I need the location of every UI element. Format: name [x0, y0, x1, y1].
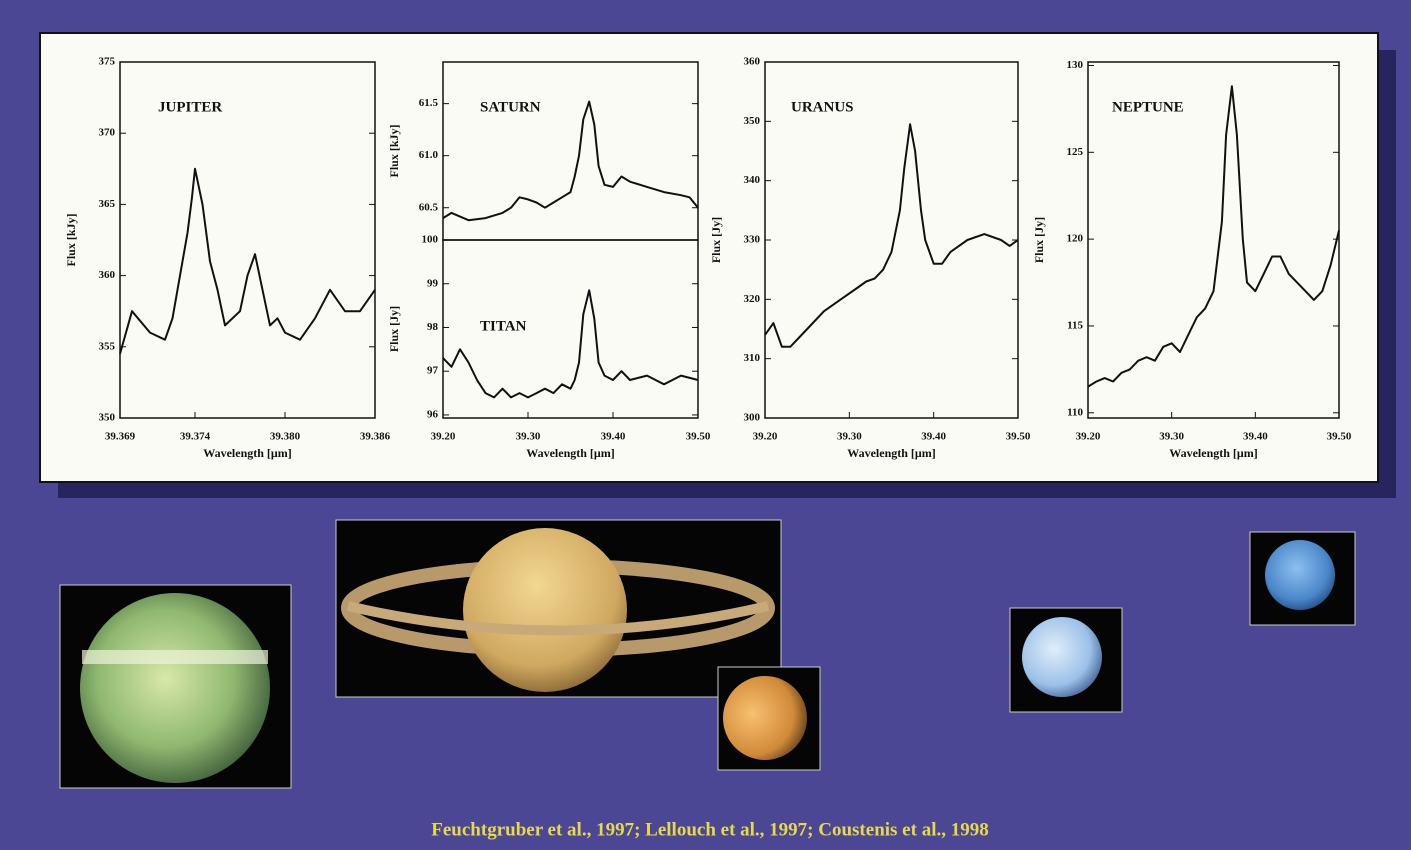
citation: Feuchtgruber et al., 1997; Lellouch et a…	[431, 819, 988, 840]
x-tick-label: 39.20	[431, 431, 456, 443]
y-tick-label: 125	[1067, 146, 1084, 158]
y-tick-label: 330	[744, 234, 761, 246]
x-tick-label: 39.386	[360, 431, 391, 443]
x-tick-label: 39.40	[601, 431, 626, 443]
x-tick-label: 39.369	[105, 431, 136, 443]
y-tick-label: 310	[744, 352, 761, 364]
y-tick-label: 360	[744, 56, 761, 68]
chart-panel	[39, 32, 1379, 483]
x-tick-label: 39.30	[516, 431, 541, 443]
x-axis-label: Wavelength [μm]	[526, 446, 614, 460]
x-tick-label: 39.30	[837, 431, 862, 443]
y-tick-label: 100	[422, 234, 439, 246]
y-tick-label: 350	[99, 412, 116, 424]
y-axis-label: Flux [Jy]	[1032, 217, 1046, 263]
x-tick-label: 39.20	[753, 431, 778, 443]
neptune-disc	[1265, 540, 1335, 610]
y-tick-label: 370	[99, 127, 116, 139]
x-tick-label: 39.50	[1327, 431, 1352, 443]
y-tick-label: 61.0	[419, 149, 439, 161]
y-axis-label: Flux [Jy]	[709, 217, 723, 263]
x-tick-label: 39.40	[1243, 431, 1268, 443]
y-tick-label: 110	[1067, 406, 1083, 418]
spectrum-line	[119, 167, 376, 355]
y-tick-label: 350	[744, 115, 761, 127]
y-tick-label: 300	[744, 412, 761, 424]
y-tick-label: 61.5	[419, 97, 439, 109]
y-tick-label: 355	[99, 340, 116, 352]
x-tick-label: 39.380	[270, 431, 301, 443]
saturn-ring-front	[346, 601, 770, 636]
y-tick-label: 96	[427, 408, 439, 420]
y-tick-label: 360	[99, 269, 116, 281]
jupiter-disc	[80, 593, 270, 783]
y-axis-label: Flux [Jy]	[387, 306, 401, 352]
y-axis-label: Flux [kJy]	[387, 124, 401, 177]
jupiter-band	[82, 650, 268, 664]
x-axis-label: Wavelength [μm]	[847, 446, 935, 460]
y-tick-label: 375	[99, 56, 116, 68]
planet-label: URANUS	[791, 99, 854, 115]
saturn-disc	[463, 528, 627, 692]
planet-label: NEPTUNE	[1112, 99, 1184, 115]
planet-images	[59, 519, 1356, 789]
y-tick-label: 130	[1067, 59, 1084, 71]
y-tick-label: 115	[1067, 319, 1083, 331]
y-tick-label: 98	[427, 321, 439, 333]
titan-disc	[723, 676, 807, 760]
x-tick-label: 39.30	[1159, 431, 1184, 443]
spectrum-line	[1087, 85, 1340, 388]
x-tick-label: 39.40	[921, 431, 946, 443]
x-axis-label: Wavelength [μm]	[203, 446, 291, 460]
y-tick-label: 99	[427, 277, 439, 289]
y-tick-label: 320	[744, 293, 761, 305]
spectrum-line	[442, 100, 699, 222]
x-tick-label: 39.20	[1076, 431, 1101, 443]
planet-label: TITAN	[480, 318, 527, 334]
y-tick-label: 60.5	[419, 201, 439, 213]
y-tick-label: 120	[1067, 233, 1084, 245]
plot-frame	[442, 239, 699, 419]
plot-frame	[119, 61, 376, 419]
spectrum-line	[764, 123, 1019, 348]
x-axis-label: Wavelength [μm]	[1169, 446, 1257, 460]
x-tick-label: 39.50	[1006, 431, 1031, 443]
y-tick-label: 340	[744, 174, 761, 186]
x-tick-label: 39.374	[180, 431, 211, 443]
y-axis-label: Flux [kJy]	[64, 213, 78, 266]
x-tick-label: 39.50	[686, 431, 711, 443]
planet-label: SATURN	[480, 99, 541, 115]
planet-label: JUPITER	[158, 99, 222, 115]
plot-frame	[1087, 61, 1340, 419]
uranus-disc	[1022, 617, 1102, 697]
y-tick-label: 365	[99, 198, 116, 210]
y-tick-label: 97	[427, 365, 439, 377]
spectrum-line	[442, 289, 699, 399]
